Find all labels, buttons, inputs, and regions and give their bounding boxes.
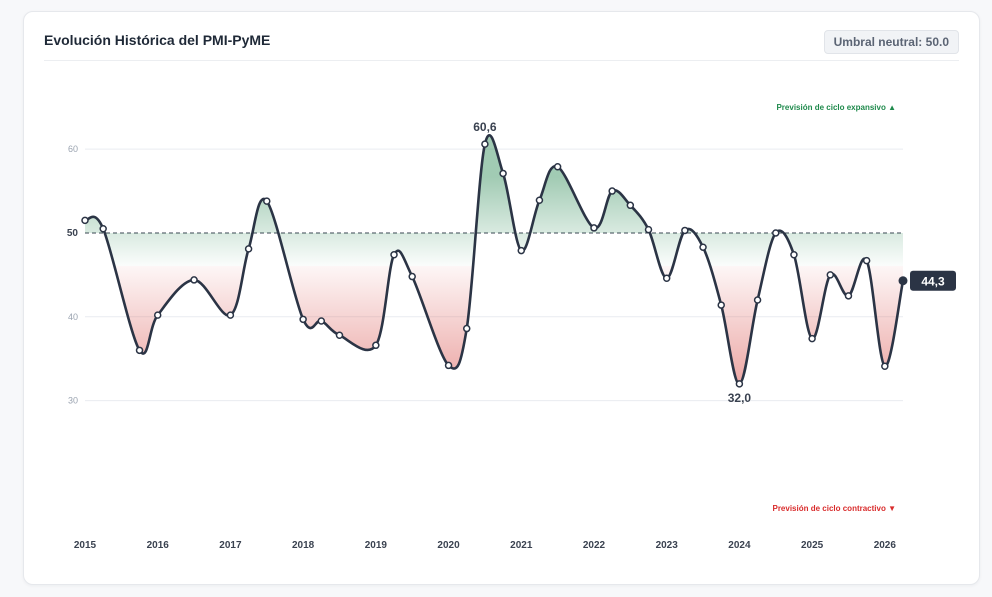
data-point <box>881 362 889 371</box>
data-point <box>81 216 89 225</box>
data-point <box>335 331 344 339</box>
data-point <box>662 274 671 282</box>
data-point <box>826 271 835 279</box>
min-value-label: 32,0 <box>728 391 752 405</box>
data-point <box>772 229 780 237</box>
area-fills <box>85 135 903 384</box>
data-point <box>135 346 144 355</box>
data-point <box>790 251 798 259</box>
x-tick-label: 2020 <box>437 540 460 551</box>
data-point <box>390 251 398 259</box>
data-point <box>444 361 453 370</box>
data-point <box>681 226 689 235</box>
x-tick-label: 2021 <box>510 540 533 551</box>
x-tick-label: 2015 <box>74 540 97 551</box>
card-header: Evolución Histórica del PMI-PyME Umbral … <box>44 30 959 61</box>
contractive-forecast-note: Previsión de ciclo contractivo ▼ <box>772 504 896 513</box>
negative-area <box>114 266 903 384</box>
data-point <box>226 311 235 319</box>
data-point <box>481 140 489 148</box>
threshold-badge: Umbral neutral: 50.0 <box>823 30 959 54</box>
x-tick-label: 2016 <box>147 540 170 551</box>
data-point <box>190 276 198 284</box>
data-point <box>808 334 816 343</box>
data-point <box>862 256 871 265</box>
data-point <box>462 324 471 333</box>
x-tick-label: 2026 <box>874 540 897 551</box>
data-point <box>372 341 380 350</box>
data-point <box>590 224 598 232</box>
data-point-last <box>898 276 908 286</box>
max-value-label: 60,6 <box>473 120 497 134</box>
data-point <box>735 380 744 388</box>
data-point <box>844 292 853 300</box>
data-point <box>317 317 326 325</box>
y-tick-label: 30 <box>68 396 78 406</box>
data-point <box>608 187 616 195</box>
chart-title: Evolución Histórica del PMI-PyME <box>44 32 271 48</box>
data-point <box>517 246 526 255</box>
data-point <box>753 296 762 304</box>
x-tick-label: 2018 <box>292 540 315 551</box>
data-point <box>408 272 416 281</box>
expansive-forecast-note: Previsión de ciclo expansivo ▲ <box>776 103 896 112</box>
x-tick-label: 2017 <box>219 540 242 551</box>
data-point <box>153 311 162 319</box>
y-tick-label: 40 <box>68 312 78 322</box>
last-value-badge <box>910 270 956 291</box>
data-point <box>644 225 653 234</box>
x-tick-label: 2022 <box>583 540 606 551</box>
positive-area <box>85 135 903 266</box>
data-points <box>81 140 908 388</box>
data-point <box>699 243 707 251</box>
data-point <box>263 197 271 205</box>
data-point <box>535 196 544 205</box>
chart-labels: 60,6 32,0 44,3 Previsión de ciclo expansivo… <box>473 103 956 513</box>
x-tick-label: 2025 <box>801 540 824 551</box>
y-tick-label: 60 <box>68 144 78 154</box>
x-tick-label: 2019 <box>365 540 388 551</box>
data-point <box>299 315 307 324</box>
data-point <box>499 169 507 178</box>
data-point <box>244 245 253 253</box>
y-tick-label: 50 <box>67 228 79 239</box>
data-point <box>99 225 107 233</box>
data-point <box>553 162 562 171</box>
data-point <box>626 201 635 210</box>
data-point <box>717 301 725 309</box>
x-tick-label: 2024 <box>728 540 751 551</box>
x-tick-label: 2023 <box>656 540 679 551</box>
last-value-label: 44,3 <box>921 274 945 288</box>
